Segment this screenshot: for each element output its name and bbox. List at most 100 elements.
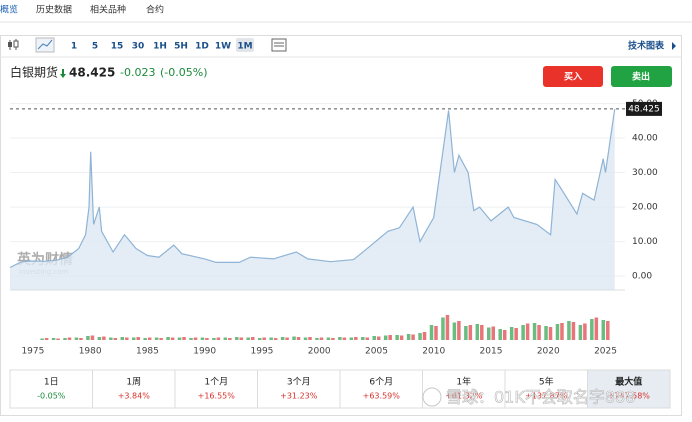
volume-bar: [457, 321, 461, 340]
interval[interactable]: 1M: [237, 42, 252, 52]
volume-bar: [223, 337, 228, 340]
volume-bar: [406, 334, 411, 340]
volume-bar: [434, 326, 438, 340]
y-tick-label: 40.00: [632, 134, 658, 144]
volume-bar: [136, 337, 140, 340]
x-tick-label: 1990: [193, 347, 216, 357]
interval[interactable]: 1H: [153, 42, 167, 52]
volume-bar: [125, 337, 129, 340]
volume-bar: [338, 337, 342, 340]
volume-bar: [303, 337, 308, 340]
interval[interactable]: 30: [132, 42, 145, 52]
volume-bar: [166, 337, 170, 340]
volume-bar: [205, 338, 209, 340]
volume-bar: [548, 327, 553, 340]
volume-bar: [51, 338, 56, 340]
settings-icon[interactable]: [271, 38, 287, 52]
interval[interactable]: 1D: [195, 42, 209, 52]
sell-button[interactable]: [611, 66, 672, 87]
volume-bar: [257, 338, 262, 340]
volume-bar: [308, 337, 312, 340]
x-tick-label: 2025: [594, 347, 617, 357]
buy-label[interactable]: 买入: [564, 72, 582, 83]
y-tick-label: 20.00: [632, 203, 658, 213]
volume-bar: [365, 337, 370, 340]
volume-bar: [372, 336, 376, 340]
volume-bar: [475, 324, 480, 340]
buy-button[interactable]: [543, 66, 603, 87]
volume-bar: [102, 336, 106, 340]
tab[interactable]: 概览: [0, 4, 18, 16]
tab[interactable]: 合约: [146, 4, 164, 16]
advanced-chart-link[interactable]: 技术图表: [628, 40, 665, 52]
tab[interactable]: 历史数据: [36, 4, 72, 16]
volume-bar: [109, 337, 113, 340]
volume-bar: [154, 337, 159, 340]
volume-bar: [532, 323, 537, 340]
volume-bar: [525, 323, 530, 340]
volume-bar: [383, 335, 388, 340]
volume-bar: [67, 337, 72, 340]
y-tick-label: 30.00: [632, 168, 658, 178]
volume-bar: [189, 338, 193, 340]
interval[interactable]: 1: [71, 42, 77, 52]
volume-bar: [354, 337, 358, 340]
volume-bar: [239, 337, 244, 340]
change: -0.023: [120, 66, 155, 79]
volume-bar: [292, 336, 296, 340]
volume-bar: [521, 325, 525, 340]
last-price-tag-label: 48.425: [628, 104, 660, 114]
perf-value: -0.05%: [37, 392, 66, 401]
volume-bar: [555, 324, 560, 340]
volume-bar: [342, 337, 347, 340]
volume-bar: [159, 338, 163, 340]
volume-bar: [349, 337, 354, 340]
volume-bar: [63, 338, 67, 340]
candle-icon[interactable]: [8, 39, 19, 50]
perf-label: 1日: [44, 377, 59, 388]
perf-value: +137.87%: [525, 392, 568, 401]
volume-bar: [601, 320, 606, 340]
volume-bar: [315, 338, 319, 340]
volume-bar: [182, 337, 186, 340]
perf-cell: [92, 369, 176, 409]
volume-bar: [445, 315, 450, 340]
tab[interactable]: 相关品种: [90, 4, 126, 16]
x-tick-label: 2005: [365, 347, 388, 357]
area-icon[interactable]: [35, 37, 55, 53]
volume-bar: [97, 337, 102, 340]
active-interval-bg: [236, 38, 254, 52]
volume-bar: [429, 325, 434, 340]
volume-bar: [200, 337, 205, 340]
interval[interactable]: 5: [92, 42, 98, 52]
perf-value: +31.23%: [280, 392, 318, 401]
interval[interactable]: 1W: [215, 42, 231, 52]
volume-bar: [177, 337, 182, 340]
volume-bar: [571, 322, 576, 340]
volume-bar: [79, 338, 83, 340]
volume-bar: [537, 325, 541, 340]
volume-bar: [326, 337, 331, 340]
perf-label: 3个月: [287, 377, 311, 388]
perf-label: 6个月: [369, 377, 393, 388]
volume-bar: [280, 337, 285, 340]
volume-bar: [212, 338, 216, 340]
perf-label: 1年: [456, 376, 471, 388]
volume-bar: [418, 333, 422, 340]
volume-bar: [491, 326, 496, 340]
price-area: [10, 108, 615, 291]
volume-bar: [86, 336, 90, 340]
volume-bar: [578, 325, 583, 340]
last-price: 48.425: [69, 66, 115, 80]
volume-bar: [44, 338, 49, 340]
volume-bar: [285, 337, 289, 340]
instrument-name: 白银期货: [10, 65, 58, 80]
sell-label[interactable]: 卖出: [632, 71, 650, 83]
x-tick-label: 1995: [251, 347, 274, 357]
change-pct: (-0.05%): [160, 66, 208, 79]
volume-bar: [251, 337, 255, 340]
x-tick-label: 2015: [480, 347, 503, 357]
perf-cell: [587, 369, 671, 409]
interval[interactable]: 15: [111, 42, 124, 52]
interval[interactable]: 5H: [174, 42, 188, 52]
